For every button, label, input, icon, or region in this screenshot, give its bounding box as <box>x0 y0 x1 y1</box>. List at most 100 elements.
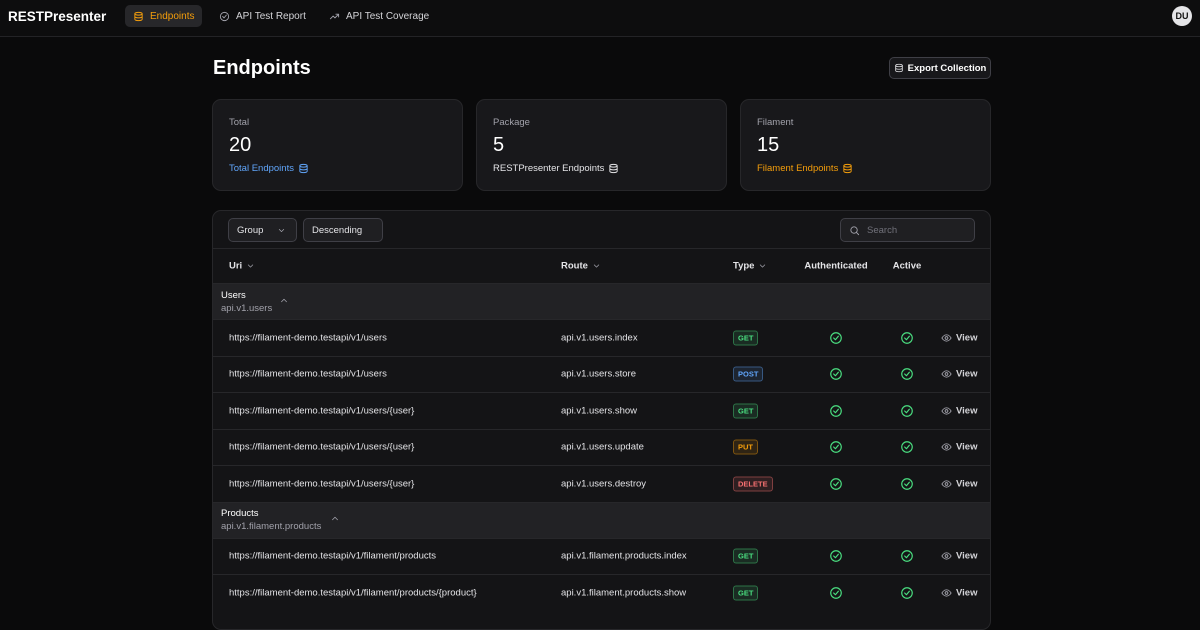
group-row: Products api.v1.filament.products <box>213 501 990 538</box>
nav-item[interactable]: API Test Coverage <box>321 5 437 27</box>
status-check <box>829 440 843 454</box>
stat-description-text: Filament Endpoints <box>757 163 839 174</box>
endpoint-row: https://filament-demo.testapi/v1/users/{… <box>213 392 990 429</box>
view-action[interactable]: View <box>941 369 977 380</box>
route: api.v1.users.update <box>561 441 644 453</box>
avatar[interactable]: DU <box>1172 6 1192 26</box>
collapse-toggle[interactable] <box>330 514 340 527</box>
view-action[interactable]: View <box>941 405 977 416</box>
column-label: Active <box>892 260 922 272</box>
check-icon <box>901 586 913 599</box>
export-icon <box>894 63 903 73</box>
uri: https://filament-demo.testapi/v1/filamen… <box>229 550 436 562</box>
nav-label: API Test Report <box>236 10 306 22</box>
eye-icon <box>941 480 952 488</box>
uri: https://filament-demo.testapi/v1/users/{… <box>229 441 415 453</box>
endpoint-row: https://filament-demo.testapi/v1/users ap… <box>213 355 990 393</box>
stat-description-text: Total Endpoints <box>229 163 294 174</box>
check-icon <box>830 404 842 417</box>
column-header[interactable]: Type <box>733 261 767 272</box>
nav-icon <box>329 13 340 19</box>
status-check <box>900 367 914 381</box>
route: api.v1.users.destroy <box>561 478 647 490</box>
uri: https://filament-demo.testapi/v1/users/{… <box>229 478 415 490</box>
view-action[interactable]: View <box>941 442 977 453</box>
stat-label: Filament <box>757 117 794 128</box>
order-label: Descending <box>312 224 363 236</box>
status-check <box>829 477 843 491</box>
group-heading: Users api.v1.users <box>221 290 272 314</box>
sort-icon <box>760 264 766 268</box>
status-check <box>829 331 843 345</box>
sort-icon <box>248 264 254 268</box>
eye-icon <box>941 370 952 378</box>
uri: https://filament-demo.testapi/v1/users <box>229 368 387 380</box>
type-badge: GET <box>733 330 759 346</box>
stat-description-text: RESTPresenter Endpoints <box>493 163 605 174</box>
search-placeholder: Search <box>867 224 898 236</box>
status-check <box>900 440 914 454</box>
export-button[interactable]: Export Collection <box>889 57 991 79</box>
endpoints-table: Group Descending Search Uri Route Type Authent… <box>212 210 991 630</box>
view-label: View <box>956 550 978 562</box>
view-action[interactable]: View <box>941 478 977 489</box>
uri: https://filament-demo.testapi/v1/users <box>229 332 387 344</box>
collapse-toggle[interactable] <box>279 295 289 308</box>
stat-value: 5 <box>493 134 505 156</box>
brand: RESTPresenter <box>8 9 107 24</box>
uri: https://filament-demo.testapi/v1/filamen… <box>229 587 477 599</box>
search-input[interactable]: Search <box>840 218 975 242</box>
group-name: Users <box>221 289 246 301</box>
column-header[interactable]: Route <box>561 261 601 272</box>
group-select[interactable]: Group <box>228 218 297 242</box>
stat-label: Package <box>493 117 530 128</box>
view-action[interactable]: View <box>941 332 977 343</box>
check-icon <box>901 368 913 381</box>
nav-item[interactable]: Endpoints <box>125 5 203 27</box>
column-label: Uri <box>229 260 243 272</box>
route: api.v1.users.index <box>561 332 638 344</box>
check-icon <box>901 441 913 454</box>
stat-card: Total 20 Total Endpoints <box>212 99 463 191</box>
status-check <box>829 586 843 600</box>
view-action[interactable]: View <box>941 587 977 598</box>
group-label: Group <box>237 224 264 236</box>
page: RESTPresenter Endpoints API Test Report API… <box>0 5 1200 630</box>
nav-label: API Test Coverage <box>346 10 430 22</box>
view-action[interactable]: View <box>941 551 977 562</box>
nav-icon <box>134 11 143 21</box>
sort-icon <box>593 264 600 268</box>
check-icon <box>830 550 842 563</box>
group-row: Users api.v1.users <box>213 283 990 319</box>
nav-item[interactable]: API Test Report <box>211 5 314 27</box>
type-badge: GET <box>733 548 759 564</box>
view-label: View <box>956 441 978 453</box>
stat-icon <box>609 163 619 174</box>
order-select[interactable]: Descending <box>303 218 383 242</box>
eye-icon <box>941 407 952 415</box>
endpoint-row: https://filament-demo.testapi/v1/filamen… <box>213 537 990 575</box>
check-icon <box>901 477 913 490</box>
column-header[interactable]: Uri <box>229 261 255 272</box>
endpoint-row: https://filament-demo.testapi/v1/filamen… <box>213 574 990 611</box>
view-label: View <box>956 368 978 380</box>
stat-icon <box>299 163 308 174</box>
status-check <box>900 549 914 563</box>
column-label: Route <box>561 260 588 272</box>
status-check <box>900 404 914 418</box>
eye-icon <box>941 589 952 597</box>
check-icon <box>901 404 913 417</box>
column-label: Authenticated <box>804 260 868 272</box>
status-check <box>900 477 914 491</box>
type-badge: GET <box>733 585 759 601</box>
table-header: Uri Route Type Authenticated Active <box>213 248 990 283</box>
view-label: View <box>956 405 978 417</box>
check-icon <box>830 586 842 599</box>
column-header: Authenticated <box>804 261 867 272</box>
group-key: api.v1.filament.products <box>221 521 322 532</box>
nav-icon <box>219 11 230 21</box>
type-badge: POST <box>733 366 764 382</box>
check-icon <box>901 331 913 344</box>
stat-value: 20 <box>229 134 252 156</box>
stat-card: Package 5 RESTPresenter Endpoints <box>476 99 727 191</box>
